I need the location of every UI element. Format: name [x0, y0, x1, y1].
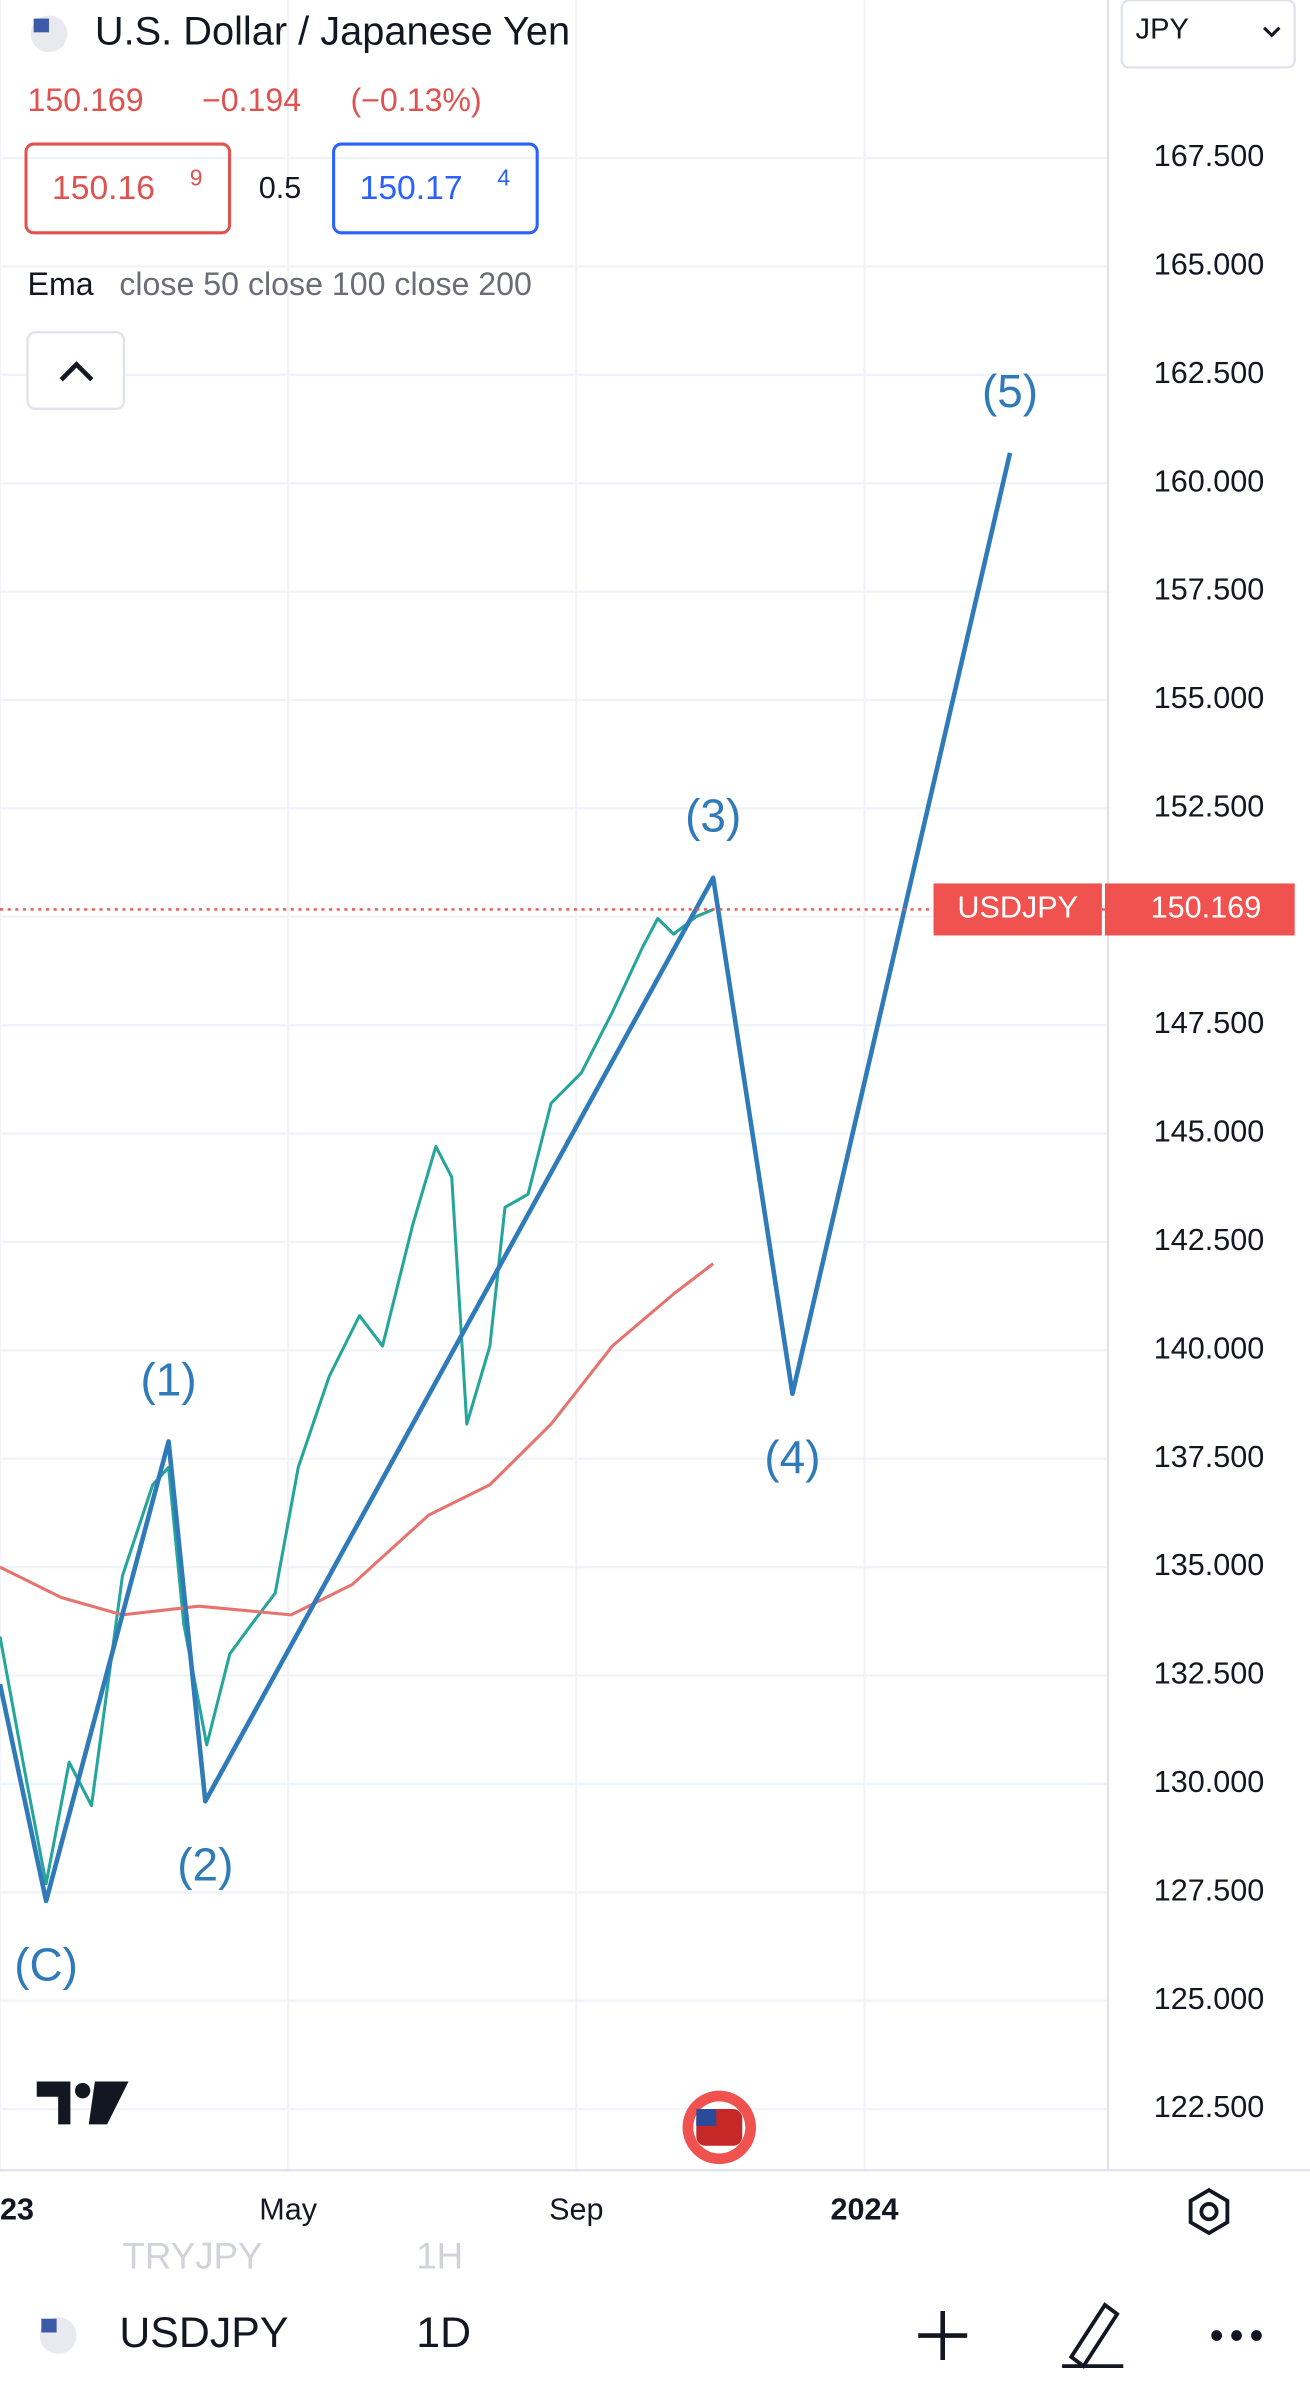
sell-button[interactable]: [24, 142, 232, 235]
spread: 0.5: [259, 171, 302, 205]
flag-icon: [41, 2318, 57, 2333]
dropdown-icon: [1263, 26, 1281, 38]
price-tag-symbol-bg: [933, 883, 1102, 936]
y-tick-label: 127.500: [1154, 1873, 1265, 1907]
indicator-name: Ema: [28, 266, 94, 302]
settings-icon[interactable]: [1188, 2187, 1230, 2236]
wave-label: (C): [14, 1938, 78, 1990]
y-tick-label: 157.500: [1154, 573, 1265, 607]
y-tick-label: 130.000: [1154, 1765, 1265, 1799]
behind-symbol: TRYJPY: [122, 2236, 262, 2277]
flag-icon: [33, 18, 49, 33]
y-tick-label: 132.500: [1154, 1657, 1265, 1691]
dot: [1251, 2330, 1262, 2341]
buy-button[interactable]: [332, 142, 539, 235]
logo-part: [36, 2081, 71, 2125]
wave-label: (1): [141, 1353, 197, 1405]
last-price: 150.169: [28, 82, 144, 118]
ask-pip: 4: [497, 164, 510, 190]
y-tick-label: 122.500: [1154, 2090, 1265, 2124]
x-tick-label: Sep: [549, 2193, 603, 2227]
y-tick-label: 137.500: [1154, 1440, 1265, 1474]
price-change-pct: (−0.13%): [350, 82, 481, 118]
dot: [1211, 2330, 1223, 2341]
settings-icon: [1199, 2202, 1219, 2222]
dot: [1231, 2330, 1242, 2341]
y-tick-label: 140.000: [1154, 1331, 1265, 1365]
wave-label: (3): [685, 790, 741, 842]
price-change: −0.194: [202, 82, 301, 118]
y-tick-label: 147.500: [1154, 1006, 1265, 1040]
collapse-button[interactable]: [26, 331, 126, 410]
currency-label: JPY: [1136, 13, 1189, 45]
wave-label: (5): [982, 365, 1038, 417]
series-line: [0, 908, 714, 1886]
logo-part: [88, 2081, 129, 2125]
logo-part: [74, 2083, 91, 2099]
symbol-title: U.S. Dollar / Japanese Yen: [95, 9, 570, 53]
y-tick-label: 167.500: [1154, 139, 1265, 173]
y-tick-label: 152.500: [1154, 789, 1265, 823]
wave-label: (4): [764, 1431, 820, 1483]
more-button[interactable]: [1211, 2330, 1262, 2341]
draw-button[interactable]: [1062, 2302, 1124, 2369]
add-button[interactable]: [918, 2311, 968, 2361]
series-line: [0, 452, 1013, 1904]
toolbar-symbol[interactable]: USDJPY: [119, 2309, 288, 2357]
ask-price: 150.17: [360, 170, 463, 207]
price-tag-value-bg: [1104, 883, 1295, 936]
x-tick-label: 2023: [0, 2193, 34, 2227]
header: U.S. Dollar / Japanese Yen 150.169 −0.19…: [24, 0, 1296, 410]
price-tag-value: 150.169: [1151, 891, 1262, 925]
events-icon: [696, 2109, 717, 2126]
y-tick-label: 155.000: [1154, 681, 1265, 715]
toolbar-interval[interactable]: 1D: [416, 2309, 471, 2357]
toolbar: [0, 2275, 1310, 2400]
bid-pip: 9: [190, 164, 203, 190]
chevron-icon: [59, 361, 94, 382]
currency-select[interactable]: [1120, 0, 1296, 69]
series-line: [0, 1262, 715, 1617]
y-tick-label: 162.500: [1154, 356, 1265, 390]
y-tick-label: 145.000: [1154, 1115, 1265, 1149]
wave-label: (2): [177, 1839, 233, 1891]
y-tick-label: 125.000: [1154, 1982, 1265, 2016]
price-tag-symbol: USDJPY: [957, 891, 1078, 925]
y-tick-label: 165.000: [1154, 247, 1265, 281]
y-tick-label: 135.000: [1154, 1548, 1265, 1582]
indicator-params: close 50 close 100 close 200: [119, 266, 532, 302]
y-tick-label: 142.500: [1154, 1223, 1265, 1257]
tradingview-logo: [36, 2081, 129, 2125]
x-tick-label: May: [259, 2193, 317, 2227]
behind-interval: 1H: [416, 2236, 463, 2277]
y-tick-label: 160.000: [1154, 464, 1265, 498]
bid-price: 150.16: [52, 170, 155, 207]
x-tick-label: 2024: [830, 2193, 898, 2227]
